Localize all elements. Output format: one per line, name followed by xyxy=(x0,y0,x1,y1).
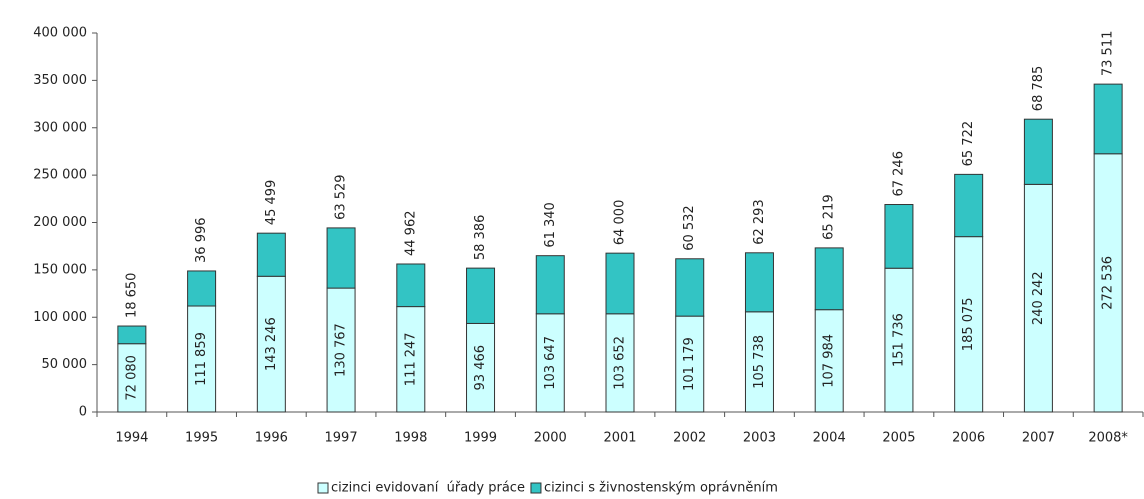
y-tick-label: 100 000 xyxy=(33,310,87,325)
x-tick-label: 2005 xyxy=(882,431,915,446)
bar-segment xyxy=(256,232,286,277)
y-tick-label: 250 000 xyxy=(33,168,87,183)
bar-segment xyxy=(954,236,984,413)
value-label: 18 650 xyxy=(124,273,139,319)
bar-segment xyxy=(1093,83,1123,155)
bar-segment xyxy=(326,287,356,413)
value-label: 58 386 xyxy=(473,215,488,261)
value-label: 73 511 xyxy=(1101,31,1116,77)
value-label: 64 000 xyxy=(613,200,628,246)
value-label: 44 962 xyxy=(403,210,418,256)
value-label: 105 738 xyxy=(752,335,767,389)
bar-segment xyxy=(535,313,565,413)
value-label: 130 767 xyxy=(334,323,349,377)
bar-segment xyxy=(466,322,496,413)
legend-swatch xyxy=(317,482,329,494)
x-tick-label: 2004 xyxy=(813,431,846,446)
value-label: 111 859 xyxy=(194,332,209,386)
value-label: 101 179 xyxy=(682,337,697,391)
value-label: 36 996 xyxy=(194,217,209,263)
x-tick-label: 2007 xyxy=(1022,431,1055,446)
legend-label: cizinci evidovaní úřady práce xyxy=(331,481,525,496)
bar-segment xyxy=(1023,118,1053,185)
value-label: 65 219 xyxy=(822,194,837,240)
bar-segment xyxy=(605,252,635,315)
x-tick-label: 2000 xyxy=(534,431,567,446)
x-tick-label: 1994 xyxy=(115,431,148,446)
bar-segment xyxy=(744,311,774,413)
value-label: 151 736 xyxy=(891,313,906,367)
bar-segment xyxy=(117,325,147,345)
bar-segment xyxy=(256,275,286,413)
value-label: 143 246 xyxy=(264,317,279,371)
legend-label: cizinci s živnostenským oprávněním xyxy=(544,481,778,496)
x-tick-label: 1997 xyxy=(325,431,358,446)
x-tick-label: 2008* xyxy=(1088,431,1128,446)
value-label: 240 242 xyxy=(1031,271,1046,325)
value-label: 65 722 xyxy=(961,121,976,167)
y-tick-label: 350 000 xyxy=(33,73,87,88)
value-label: 67 246 xyxy=(891,151,906,197)
bar-segment xyxy=(884,267,914,413)
x-tick-label: 1995 xyxy=(185,431,218,446)
x-tick-label: 1999 xyxy=(464,431,497,446)
bar-segment xyxy=(954,173,984,238)
bar-segment xyxy=(1093,153,1123,413)
bar-segment xyxy=(814,247,844,311)
x-tick-label: 2003 xyxy=(743,431,776,446)
bar-segment xyxy=(814,309,844,413)
value-label: 272 536 xyxy=(1101,256,1116,310)
bar-segment xyxy=(884,204,914,269)
bar-segment xyxy=(466,267,496,324)
value-label: 72 080 xyxy=(124,355,139,401)
bar-segment xyxy=(187,305,217,413)
legend-swatch xyxy=(530,482,542,494)
value-label: 103 652 xyxy=(613,336,628,390)
bar-segment xyxy=(326,227,356,289)
value-label: 185 075 xyxy=(961,297,976,351)
bar-segment xyxy=(675,258,705,317)
value-label: 63 529 xyxy=(334,174,349,220)
y-tick-label: 200 000 xyxy=(33,215,87,230)
y-tick-label: 50 000 xyxy=(42,357,88,372)
y-tick-label: 400 000 xyxy=(33,26,87,41)
bar-segment xyxy=(744,252,774,313)
x-tick-label: 2006 xyxy=(952,431,985,446)
y-tick-label: 300 000 xyxy=(33,120,87,135)
bar-segment xyxy=(117,343,147,413)
bar-segment xyxy=(396,306,426,413)
value-label: 107 984 xyxy=(822,334,837,388)
value-label: 93 466 xyxy=(473,345,488,391)
bar-segment xyxy=(396,263,426,308)
value-label: 61 340 xyxy=(543,202,558,248)
y-tick-label: 0 xyxy=(79,405,87,420)
y-tick-label: 150 000 xyxy=(33,262,87,277)
value-label: 103 647 xyxy=(543,336,558,390)
bar-segment xyxy=(187,270,217,307)
value-label: 62 293 xyxy=(752,199,767,245)
bar-segment xyxy=(605,313,635,413)
value-label: 60 532 xyxy=(682,205,697,251)
x-tick-label: 2002 xyxy=(673,431,706,446)
x-tick-label: 1996 xyxy=(255,431,288,446)
x-tick-label: 2001 xyxy=(603,431,636,446)
bar-segment xyxy=(535,255,565,315)
bar-segment xyxy=(675,315,705,413)
x-tick-label: 1998 xyxy=(394,431,427,446)
bar-segment xyxy=(1023,183,1053,413)
value-label: 111 247 xyxy=(403,332,418,386)
value-label: 68 785 xyxy=(1031,66,1046,112)
value-label: 45 499 xyxy=(264,180,279,226)
